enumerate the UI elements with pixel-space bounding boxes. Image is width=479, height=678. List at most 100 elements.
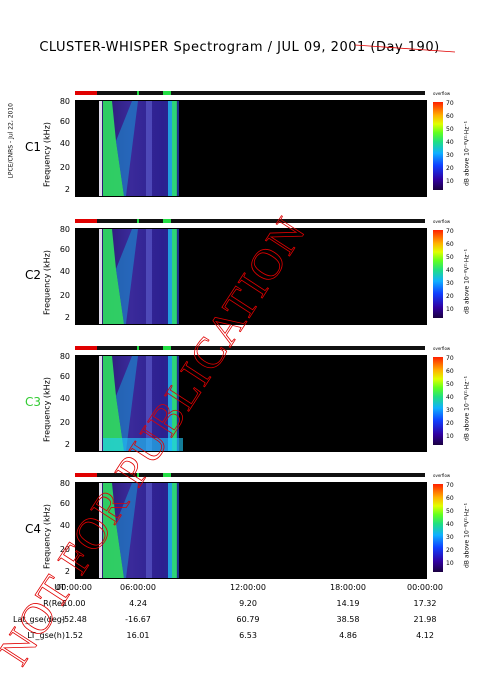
x-axis-row-label: UT	[54, 583, 65, 592]
panel-c1: overflow C1 Frequency (kHz) 80 60 40 20 2 70 60 50…	[0, 91, 479, 210]
y-tick-label: 60	[59, 372, 70, 381]
emission-streak	[146, 356, 152, 451]
status-bar-green	[137, 91, 139, 95]
colorbar-tick: 40	[446, 521, 454, 528]
y-tick-label: 60	[59, 499, 70, 508]
colorbar-tick: 30	[446, 152, 454, 159]
colorbar-tick: 30	[446, 280, 454, 287]
y-tick-label: 20	[59, 291, 70, 300]
status-bar-green	[163, 346, 171, 350]
status-bar-green	[137, 346, 139, 350]
x-axis-value: 21.98	[413, 615, 437, 624]
emission-band-green	[103, 483, 124, 578]
emission-streak	[172, 356, 177, 451]
emission-band-blue	[116, 356, 138, 451]
status-bar-red	[75, 219, 97, 223]
y-tick-label: 60	[59, 117, 70, 126]
x-axis-value: 4.24	[129, 599, 147, 608]
chart-title: CLUSTER-WHISPER Spectrogram / JUL 09, 20…	[39, 40, 440, 55]
colorbar-tick: 30	[446, 407, 454, 414]
y-tick-label: 80	[59, 97, 70, 106]
spectrogram-image	[99, 229, 179, 324]
status-bar-green	[163, 473, 171, 477]
emission-streak	[172, 483, 177, 578]
colorbar-tick: 10	[446, 433, 454, 440]
spectrogram-plot	[75, 355, 427, 452]
y-axis-label: Frequency (kHz)	[42, 504, 52, 569]
colorbar-tick: 50	[446, 254, 454, 261]
spectrogram-image	[99, 356, 183, 451]
colorbar-tick: 60	[446, 368, 454, 375]
x-axis-row: Lat_gse(deg) -52.48 -16.67 60.79 38.58 21.98	[0, 615, 479, 626]
overflow-tag: overflow	[433, 346, 451, 351]
emission-streak	[146, 229, 152, 324]
x-axis-value: -52.48	[61, 615, 87, 624]
status-bar-red	[75, 473, 97, 477]
spectrogram-plot	[75, 482, 427, 579]
y-tick-label: 40	[59, 139, 70, 148]
colorbar	[433, 230, 443, 318]
y-tick-label: 40	[59, 267, 70, 276]
data-edge	[99, 229, 102, 324]
emission-streak	[146, 483, 152, 578]
x-axis-value: 10.00	[62, 599, 86, 608]
x-axis-value: 17.32	[413, 599, 437, 608]
overflow-tag: overflow	[433, 91, 451, 96]
emission-band-blue	[116, 483, 138, 578]
y-axis-label: Frequency (kHz)	[42, 250, 52, 315]
spacecraft-label: C3	[25, 395, 42, 409]
colorbar-tick: 70	[446, 228, 454, 235]
colorbar-tick: 50	[446, 508, 454, 515]
spacecraft-label: C1	[25, 140, 42, 154]
status-bar	[75, 219, 425, 223]
colorbar-tick: 70	[446, 355, 454, 362]
panel-c4: overflow C4 Frequency (kHz) 80 60 40 20 2 70 60 50…	[0, 473, 479, 592]
emission-band-green	[103, 356, 124, 451]
colorbar-tick: 30	[446, 534, 454, 541]
status-bar-red	[75, 91, 97, 95]
y-tick-label: 80	[59, 479, 70, 488]
colorbar-tick: 10	[446, 560, 454, 567]
emission-band-blue	[116, 101, 138, 196]
y-tick-label: 40	[59, 394, 70, 403]
x-axis-row-label: LT_gse(h)	[27, 631, 65, 640]
data-edge	[99, 101, 102, 196]
colorbar-label: dB above 10⁻⁸V²·Hz⁻¹	[463, 121, 471, 186]
x-axis-value: 16.01	[126, 631, 150, 640]
panel-c3: overflow C3 Frequency (kHz) 80 60 40 20 2 70 60 50…	[0, 346, 479, 465]
y-tick-label: 2	[64, 313, 70, 322]
x-axis-value: -16.67	[125, 615, 151, 624]
colorbar-tick: 40	[446, 139, 454, 146]
colorbar	[433, 102, 443, 190]
overflow-tag: overflow	[433, 219, 451, 224]
colorbar-tick: 70	[446, 482, 454, 489]
x-axis-value: 9.20	[239, 599, 257, 608]
emission-band-green	[103, 229, 124, 324]
spectrogram-plot	[75, 228, 427, 325]
status-bar-green	[137, 219, 139, 223]
status-bar-green	[137, 473, 139, 477]
y-tick-label: 80	[59, 352, 70, 361]
x-axis-value: 60.79	[236, 615, 260, 624]
x-axis-row: UT 00:00:00 06:00:00 12:00:00 18:00:00 00:00:…	[0, 583, 479, 594]
y-tick-label: 40	[59, 521, 70, 530]
colorbar-label: dB above 10⁻⁸V²·Hz⁻¹	[463, 503, 471, 568]
colorbar-tick: 20	[446, 547, 454, 554]
status-bar-green	[163, 219, 171, 223]
data-edge	[99, 483, 102, 578]
y-tick-label: 2	[64, 567, 70, 576]
x-axis-value: 06:00:00	[120, 583, 156, 592]
status-bar	[75, 473, 425, 477]
emission-streak	[172, 101, 177, 196]
x-axis-value: 1.52	[65, 631, 83, 640]
colorbar-tick: 70	[446, 100, 454, 107]
data-edge	[99, 356, 102, 451]
colorbar-tick: 60	[446, 495, 454, 502]
colorbar-tick: 50	[446, 381, 454, 388]
spectrogram-plot	[75, 100, 427, 197]
x-axis-value: 38.58	[336, 615, 360, 624]
x-axis-value: 00:00:00	[407, 583, 443, 592]
status-bar	[75, 91, 425, 95]
panel-c2: overflow C2 Frequency (kHz) 80 60 40 20 2 70 60 50…	[0, 219, 479, 338]
status-bar-green	[163, 91, 171, 95]
